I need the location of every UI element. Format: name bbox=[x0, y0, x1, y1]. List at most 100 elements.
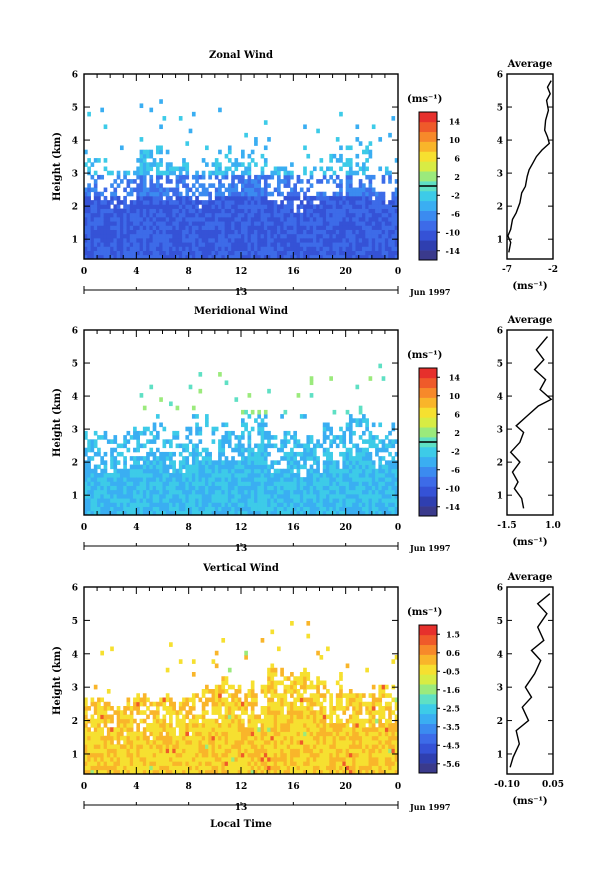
heatmap-cell bbox=[247, 744, 252, 749]
heatmap-cell bbox=[303, 493, 307, 499]
heatmap-cell bbox=[355, 225, 360, 230]
heatmap-cell bbox=[178, 659, 183, 664]
heatmap-cell bbox=[312, 498, 317, 503]
heatmap-cell bbox=[97, 229, 101, 235]
heatmap-cell bbox=[362, 170, 366, 176]
heatmap-cell bbox=[388, 510, 392, 516]
heatmap-cell bbox=[348, 187, 353, 193]
heatmap-cell bbox=[211, 221, 216, 226]
heatmap-cell bbox=[175, 246, 180, 251]
heatmap-cell bbox=[195, 460, 199, 465]
heatmap-cell bbox=[90, 443, 95, 449]
heatmap-cell bbox=[296, 744, 301, 749]
heatmap-cell bbox=[231, 233, 235, 239]
heatmap-cell bbox=[254, 731, 258, 737]
heatmap-cell bbox=[123, 477, 127, 482]
heatmap-cell bbox=[136, 225, 140, 230]
heatmap-cell bbox=[247, 242, 252, 247]
heatmap-cell bbox=[365, 191, 369, 197]
heatmap-cell bbox=[208, 689, 212, 694]
heatmap-cell bbox=[345, 216, 350, 222]
heatmap-cell bbox=[221, 443, 226, 449]
heatmap-cell bbox=[227, 493, 232, 499]
heatmap-cell bbox=[152, 254, 157, 260]
heatmap-cell bbox=[218, 748, 222, 754]
heatmap-cell bbox=[345, 145, 350, 151]
heatmap-cell bbox=[123, 765, 127, 771]
heatmap-cell bbox=[260, 493, 265, 499]
heatmap-cell bbox=[84, 731, 88, 737]
heatmap-cell bbox=[146, 191, 150, 197]
heatmap-cell bbox=[384, 208, 389, 214]
heatmap-cell bbox=[231, 179, 235, 184]
heatmap-cell bbox=[290, 714, 294, 720]
heatmap-cell bbox=[270, 510, 275, 516]
heatmap-cell bbox=[303, 481, 307, 486]
heatmap-cell bbox=[234, 468, 239, 474]
heatmap-cell bbox=[312, 481, 317, 486]
heatmap-cell bbox=[119, 237, 124, 243]
heatmap-cell bbox=[201, 765, 206, 771]
colorbar-swatch bbox=[419, 121, 437, 133]
heatmap-cell bbox=[244, 472, 248, 478]
heatmap-cell bbox=[221, 246, 226, 251]
heatmap-cell bbox=[303, 443, 307, 449]
heatmap-cell bbox=[273, 498, 278, 503]
heatmap-cell bbox=[329, 158, 333, 163]
heatmap-cell bbox=[316, 233, 320, 239]
heatmap-cell bbox=[110, 472, 114, 478]
heatmap-cell bbox=[165, 149, 170, 155]
heatmap-cell bbox=[290, 229, 294, 235]
heatmap-cell bbox=[339, 187, 343, 193]
heatmap-cell bbox=[162, 229, 167, 235]
heatmap-cell bbox=[162, 116, 167, 121]
heatmap-cell bbox=[257, 187, 262, 193]
heatmap-cell bbox=[381, 250, 386, 256]
heatmap-cell bbox=[159, 718, 163, 724]
heatmap-cell bbox=[326, 221, 330, 226]
heatmap-cell bbox=[293, 472, 297, 478]
heatmap-cell bbox=[241, 710, 245, 715]
heatmap-cell bbox=[257, 456, 262, 461]
heatmap-cell bbox=[113, 506, 118, 512]
heatmap-cell bbox=[237, 242, 242, 247]
heatmap-cell bbox=[247, 237, 252, 243]
heatmap-cell bbox=[286, 212, 291, 218]
heatmap-cell bbox=[329, 246, 333, 251]
heatmap-cell bbox=[322, 477, 327, 482]
heatmap-cell bbox=[237, 697, 242, 703]
heatmap-cell bbox=[241, 706, 245, 711]
heatmap-cell bbox=[195, 216, 199, 222]
heatmap-cell bbox=[106, 242, 111, 247]
heatmap-cell bbox=[296, 757, 301, 762]
heatmap-cell bbox=[234, 761, 239, 766]
heatmap-cell bbox=[208, 221, 212, 226]
heatmap-cell bbox=[139, 195, 144, 201]
heatmap-cell bbox=[149, 254, 154, 260]
heatmap-cell bbox=[283, 229, 288, 235]
heatmap-cell bbox=[218, 481, 222, 486]
heatmap-cell bbox=[296, 506, 301, 512]
heatmap-cell bbox=[303, 237, 307, 243]
heatmap-cell bbox=[250, 481, 255, 486]
heatmap-cell bbox=[142, 153, 147, 159]
heatmap-cell bbox=[391, 250, 396, 256]
heatmap-cell bbox=[146, 200, 150, 205]
average-x-tick-label: 1.0 bbox=[545, 521, 561, 531]
heatmap-cell bbox=[175, 510, 180, 516]
heatmap-cell bbox=[139, 443, 144, 449]
heatmap-cell bbox=[165, 225, 170, 230]
heatmap-cell bbox=[93, 225, 98, 230]
heatmap-cell bbox=[191, 765, 196, 771]
heatmap-cell bbox=[169, 701, 173, 707]
heatmap-cell bbox=[263, 443, 268, 449]
heatmap-cell bbox=[303, 229, 307, 235]
heatmap-cell bbox=[378, 191, 383, 197]
heatmap-cell bbox=[221, 701, 226, 707]
heatmap-cell bbox=[113, 435, 118, 440]
heatmap-cell bbox=[329, 376, 333, 381]
heatmap-cell bbox=[260, 229, 265, 235]
heatmap-cell bbox=[162, 208, 167, 214]
heatmap-cell bbox=[155, 229, 160, 235]
heatmap-cell bbox=[267, 208, 271, 214]
